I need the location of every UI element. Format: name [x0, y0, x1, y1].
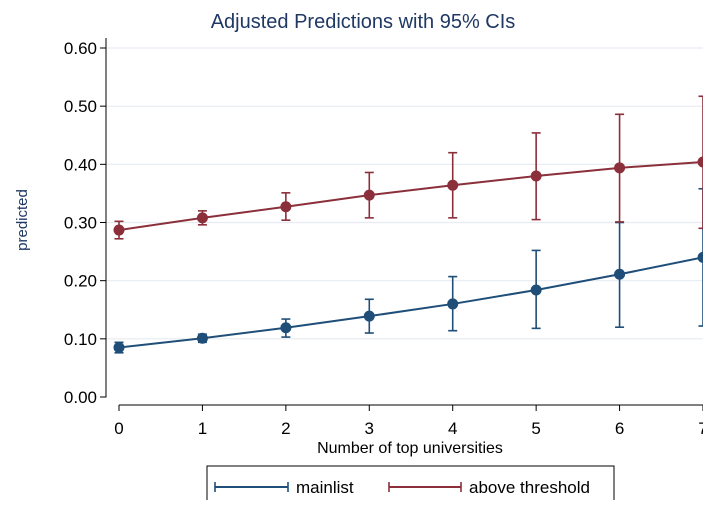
data-point: [698, 157, 703, 168]
data-point: [531, 284, 542, 295]
data-point: [197, 212, 208, 223]
axes: 0.00 0.10 0.20 0.30 0.40 0.50 0.60 0 1 2 3 4 5 6 7: [64, 38, 703, 438]
y-tick-label: 0.30: [64, 214, 97, 233]
series-above-threshold: [114, 96, 703, 239]
chart-title: Adjusted Predictions with 95% CIs: [211, 11, 516, 33]
data-point: [447, 180, 458, 191]
y-tick-label: 0.20: [64, 272, 97, 291]
x-tick-label: 4: [448, 419, 457, 438]
data-point: [197, 333, 208, 344]
x-tick-label: 6: [615, 419, 624, 438]
legend-label: mainlist: [296, 478, 354, 497]
data-point: [114, 342, 125, 353]
data-point: [364, 311, 375, 322]
legend-label: above threshold: [469, 478, 590, 497]
data-point: [364, 190, 375, 201]
y-tick-label: 0.10: [64, 330, 97, 349]
data-point: [114, 225, 125, 236]
data-point: [614, 269, 625, 280]
x-axis-label: Number of top universities: [317, 440, 503, 457]
series-layer: [114, 96, 703, 353]
data-point: [698, 252, 703, 263]
y-tick-label: 0.60: [64, 39, 97, 58]
gridlines: [106, 48, 703, 339]
x-tick-label: 2: [281, 419, 290, 438]
y-axis-label: predicted: [14, 189, 31, 251]
x-tick-label: 7: [698, 419, 703, 438]
x-tick-label: 1: [198, 419, 207, 438]
y-tick-label: 0.50: [64, 97, 97, 116]
x-tick-label: 3: [365, 419, 374, 438]
x-tick-label: 5: [531, 419, 540, 438]
data-point: [531, 170, 542, 181]
y-tick-label: 0.00: [64, 388, 97, 407]
data-point: [280, 201, 291, 212]
data-point: [447, 298, 458, 309]
data-point: [614, 162, 625, 173]
legend: mainlist above threshold: [207, 466, 614, 500]
data-point: [280, 322, 291, 333]
y-tick-label: 0.40: [64, 155, 97, 174]
x-tick-label: 0: [114, 419, 123, 438]
